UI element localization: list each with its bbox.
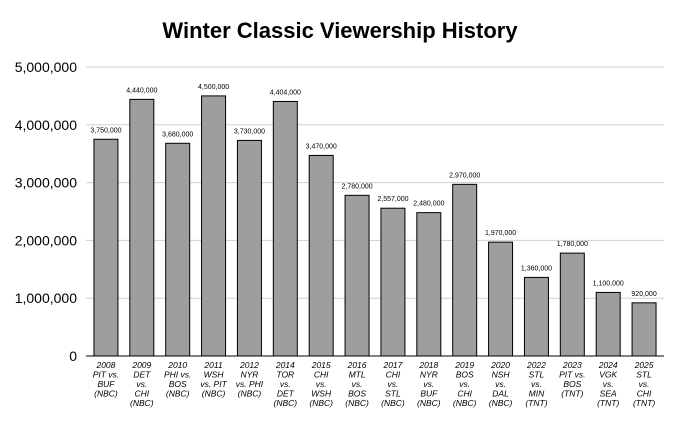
category-label: 2009 DET vs. CHI (NBC) [130, 360, 154, 408]
bar [416, 212, 442, 357]
data-label: 3,750,000 [90, 127, 121, 134]
y-tick-label: 0 [69, 348, 77, 364]
category-label: 2017 CHI vs. STL (NBC) [381, 360, 405, 408]
category-label: 2014 TOR vs. DET (NBC) [274, 360, 298, 408]
bar [165, 142, 191, 357]
bar [308, 154, 334, 357]
category-label: 2010 PHI vs. BOS (NBC) [164, 360, 191, 399]
data-label: 2,780,000 [341, 183, 372, 190]
data-label: 3,680,000 [162, 131, 193, 138]
data-label: 4,500,000 [198, 84, 229, 91]
data-label: 4,404,000 [270, 89, 301, 96]
bar [488, 241, 514, 357]
bar [272, 100, 298, 357]
data-label: 1,970,000 [485, 230, 516, 237]
y-tick-label: 5,000,000 [15, 59, 77, 75]
category-label: 2024 VGK vs. SEA (TNT) [597, 360, 619, 408]
category-label: 2023 PIT vs. BOS (TNT) [559, 360, 585, 399]
data-label: 920,000 [631, 291, 656, 298]
category-label: 2011 WSH vs. PIT (NBC) [200, 360, 227, 399]
bar [559, 252, 585, 357]
bar [344, 194, 370, 357]
bars: 3,750,000 4,440,000 3,680,000 4,500,000 3,73… [90, 84, 657, 357]
data-label: 2,970,000 [449, 172, 480, 179]
data-label: 1,780,000 [557, 241, 588, 248]
bar [236, 139, 262, 357]
data-label: 1,360,000 [521, 265, 552, 272]
y-tick-label: 1,000,000 [15, 290, 77, 306]
category-label: 2022 STL vs. MIN (TNT) [525, 360, 547, 408]
bar [129, 98, 155, 357]
bar [595, 291, 621, 357]
bar [380, 207, 406, 357]
data-label: 4,440,000 [126, 87, 157, 94]
category-label: 2016 MTL vs. BOS (NBC) [345, 360, 369, 408]
bar [93, 138, 119, 357]
bar [201, 95, 227, 357]
category-label: 2018 NYR vs. BUF (NBC) [417, 360, 441, 408]
category-label: 2015 CHI vs. WSH (NBC) [309, 360, 333, 408]
category-label: 2020 NSH vs. DAL (NBC) [489, 360, 513, 408]
bar [452, 183, 478, 357]
data-label: 3,470,000 [306, 143, 337, 150]
data-label: 1,100,000 [593, 280, 624, 287]
chart-title: Winter Classic Viewership History [162, 18, 518, 43]
y-tick-label: 2,000,000 [15, 232, 77, 248]
category-label: 2008 PIT vs. BUF (NBC) [93, 360, 119, 399]
y-axis-ticks: 0 1,000,000 2,000,000 3,000,000 4,000,000 5,0… [15, 59, 78, 364]
category-label: 2019 BOS vs. CHI (NBC) [453, 360, 477, 408]
category-label: 2025 STL vs. CHI (TNT) [633, 360, 655, 408]
category-label: 2012 NYR vs. PHI (NBC) [236, 360, 264, 399]
data-label: 2,480,000 [413, 201, 444, 208]
y-tick-label: 4,000,000 [15, 117, 77, 133]
data-label: 2,557,000 [377, 196, 408, 203]
data-label: 3,730,000 [234, 128, 265, 135]
y-tick-label: 3,000,000 [15, 175, 77, 191]
bar [523, 276, 549, 357]
x-axis-categories: 2008 PIT vs. BUF (NBC) 2009 DET vs. CHI (NBC) 201… [93, 360, 656, 408]
bar [631, 302, 657, 357]
